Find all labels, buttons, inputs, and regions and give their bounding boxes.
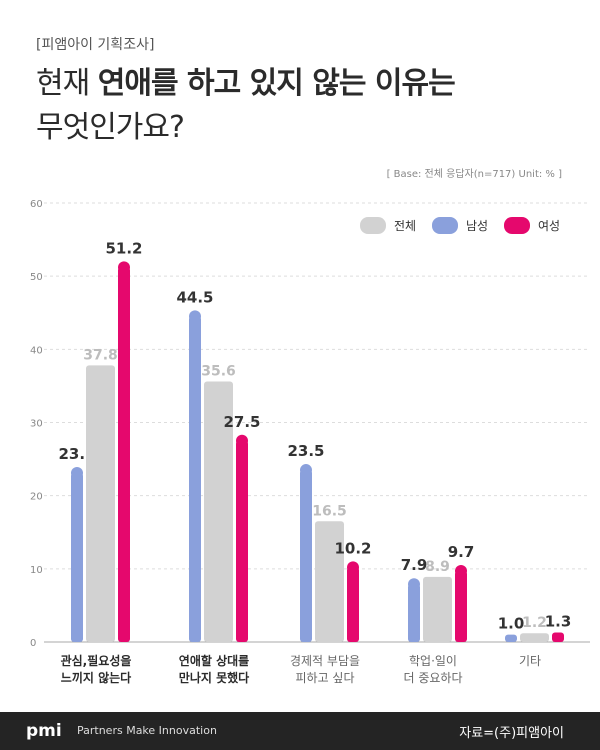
data-label: 51.2: [105, 239, 142, 257]
bar-여성: [347, 567, 359, 642]
bar-여성: [118, 267, 130, 642]
y-tick-label: 40: [30, 345, 43, 356]
person-head-icon: [455, 565, 467, 578]
category-label: 관심,필요성을: [61, 653, 132, 668]
y-tick-label: 30: [30, 419, 43, 430]
base-note: [ Base: 전체 응답자(n=717) Unit: % ]: [386, 169, 562, 180]
data-label: 10.2: [334, 539, 371, 557]
bar-전체: [423, 576, 452, 642]
bar-전체: [315, 521, 344, 642]
bar-남성: [71, 472, 83, 642]
person-head-icon: [300, 464, 312, 477]
bar-남성: [300, 470, 312, 642]
data-label: 44.5: [176, 288, 213, 306]
footer: pmi Partners Make Innovation 자료=(주)피앰아이: [0, 712, 600, 750]
category-label: 더 중요하다: [403, 671, 462, 685]
bar-전체: [204, 381, 233, 642]
bar-남성: [505, 634, 517, 642]
person-head-icon: [189, 310, 201, 323]
data-label: 27.5: [223, 413, 260, 431]
data-label: 7.9: [401, 556, 428, 574]
data-label: 1.3: [545, 612, 572, 630]
category-label: 만나지 못했다: [179, 670, 249, 685]
title-plain: 현재: [36, 66, 98, 101]
bar-여성: [236, 440, 248, 642]
person-head-icon: [347, 561, 359, 574]
title-bold: 연애를 하고 있지 않는 이유는: [97, 66, 456, 101]
person-head-icon: [236, 434, 248, 447]
bar-전체: [86, 365, 115, 642]
data-label: 16.5: [312, 503, 347, 519]
data-label: 1.2: [522, 615, 547, 631]
y-tick-label: 0: [30, 638, 36, 649]
source: 자료=(주)피앰아이: [459, 726, 564, 741]
bar-남성: [408, 584, 420, 642]
bar-여성: [552, 632, 564, 642]
data-label: 8.9: [425, 559, 450, 575]
y-tick-label: 60: [30, 199, 43, 210]
y-tick-label: 10: [30, 565, 43, 576]
category-label: 학업·일이: [409, 654, 457, 668]
person-head-icon: [71, 466, 83, 479]
bar-전체: [520, 633, 549, 642]
y-tick-label: 50: [30, 272, 43, 283]
tagline: Partners Make Innovation: [77, 724, 217, 737]
data-label: 9.7: [448, 543, 475, 561]
category-label: 느끼지 않는다: [61, 670, 131, 685]
kicker: [피앰아이 기획조사]: [36, 37, 155, 53]
category-label: 기타: [519, 654, 541, 668]
y-tick-label: 20: [30, 492, 43, 503]
title-line2: 무엇인가요?: [36, 110, 185, 145]
data-label: 1.0: [498, 615, 525, 633]
data-label: 37.8: [83, 347, 118, 363]
legend-swatch: [432, 217, 458, 234]
category-label: 경제적 부담을: [290, 654, 360, 668]
data-label: 35.6: [201, 364, 236, 380]
pmi-logo: pmi: [26, 721, 62, 741]
legend-label: 전체: [394, 219, 416, 233]
legend-swatch: [504, 217, 530, 234]
data-label: 23.5: [287, 442, 324, 460]
legend-label: 남성: [466, 219, 488, 233]
person-head-icon: [118, 261, 130, 274]
category-label: 피하고 싶다: [295, 671, 354, 685]
legend-label: 여성: [538, 219, 560, 233]
bar-남성: [189, 316, 201, 642]
legend-swatch: [360, 217, 386, 234]
bar-여성: [455, 571, 467, 642]
person-head-icon: [408, 578, 420, 591]
category-label: 연애할 상대를: [179, 653, 249, 668]
